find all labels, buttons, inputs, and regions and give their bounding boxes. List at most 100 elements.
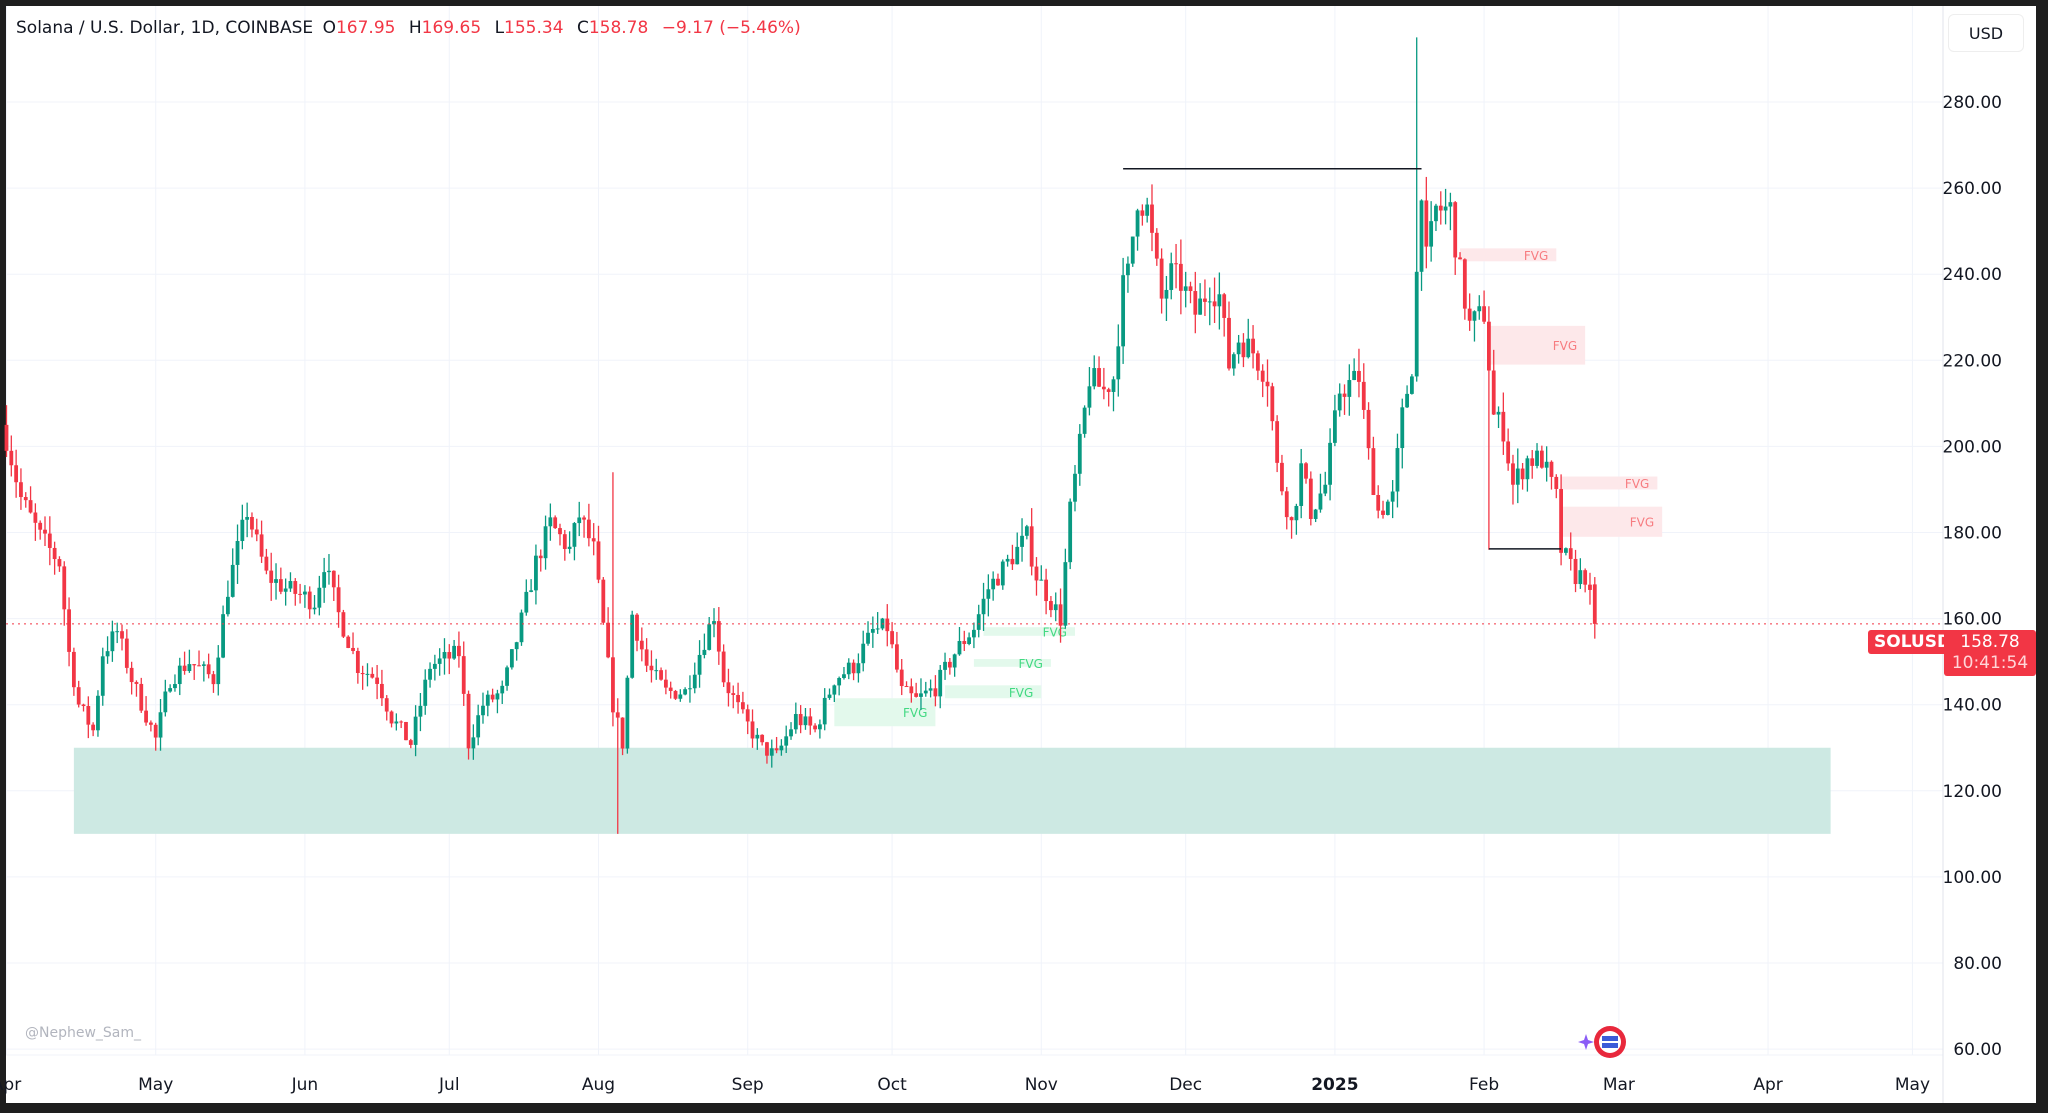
- candle-body: [1366, 409, 1371, 449]
- candle-body: [875, 628, 880, 630]
- open-label: O: [322, 18, 336, 38]
- candle-body: [466, 693, 471, 749]
- candle-body: [110, 631, 115, 652]
- candle-body: [548, 517, 553, 527]
- candle-body: [1126, 263, 1130, 276]
- candle-body: [1496, 411, 1501, 415]
- fvg-bearish-label: FVG: [1524, 249, 1548, 263]
- candle-body: [1020, 535, 1024, 547]
- candle-body: [91, 724, 96, 731]
- candle-body: [355, 650, 360, 674]
- candle-body: [1174, 263, 1178, 265]
- candle-body: [1385, 501, 1390, 515]
- candle-body: [649, 665, 654, 671]
- candle-body: [1111, 379, 1116, 392]
- candle-body: [269, 570, 274, 583]
- candle-body: [1530, 458, 1535, 466]
- candle-body: [360, 673, 365, 675]
- candle-body: [86, 706, 91, 725]
- candle-body: [1121, 275, 1126, 347]
- fvg-bullish-label: FVG: [1018, 657, 1042, 671]
- candle-body: [635, 614, 639, 641]
- candle-body: [1284, 491, 1289, 518]
- candle-body: [534, 555, 538, 591]
- candle-body: [668, 687, 673, 691]
- candles: [4, 37, 1597, 834]
- candle-body: [659, 670, 663, 680]
- candle-body: [562, 534, 567, 549]
- candle-body: [115, 631, 120, 633]
- candle-body: [1539, 450, 1544, 468]
- low-label: L: [494, 18, 505, 38]
- high-value: 169.65: [421, 18, 482, 38]
- candle-body: [923, 690, 928, 694]
- candle-body: [274, 579, 278, 583]
- candle-body: [1092, 368, 1097, 387]
- candle-body: [861, 643, 866, 664]
- candle-body: [158, 712, 163, 738]
- demand-zone: [73, 747, 1831, 834]
- candle-body: [1352, 370, 1357, 381]
- candle-body: [1337, 393, 1342, 411]
- candle-body: [625, 677, 630, 749]
- candle-body: [755, 734, 760, 739]
- candle-body: [1405, 393, 1409, 408]
- candle-body: [1294, 505, 1299, 521]
- candle-body: [1068, 501, 1073, 563]
- candle-body: [1010, 558, 1015, 565]
- candle-body: [1592, 584, 1597, 624]
- fvg-bullish-box: [973, 659, 1051, 667]
- time-tick-label: Oct: [877, 1075, 907, 1095]
- last-price: 158.78: [1960, 632, 2020, 652]
- candle-body: [1520, 468, 1525, 480]
- candle-body: [1275, 421, 1280, 463]
- candle-body: [760, 734, 765, 743]
- candle-body: [543, 526, 548, 559]
- candle-body: [509, 649, 514, 668]
- time-tick-label: Nov: [1025, 1075, 1058, 1095]
- candle-body: [1289, 517, 1294, 521]
- candle-body: [1073, 473, 1077, 502]
- candle-body: [250, 516, 254, 530]
- candle-body: [1222, 294, 1227, 318]
- author-watermark: @Nephew_Sam_: [25, 1025, 142, 1041]
- candle-body: [827, 694, 832, 698]
- price-tick-label: 200.00: [1943, 437, 2002, 457]
- candle-body: [259, 534, 264, 557]
- candle-body: [1482, 306, 1486, 322]
- candle-body: [81, 704, 86, 707]
- candle-body: [1525, 458, 1530, 480]
- currency-button[interactable]: USD: [1948, 14, 2024, 52]
- candle-body: [769, 748, 774, 756]
- candle-body: [1313, 509, 1318, 519]
- candle-body: [1207, 301, 1212, 303]
- candle-body: [1101, 386, 1106, 390]
- fvg-bearish-box: [1561, 476, 1658, 490]
- candle-body: [885, 618, 890, 632]
- candle-body: [33, 512, 38, 523]
- levels: [6, 167, 1943, 625]
- candle-body: [1453, 202, 1458, 258]
- candle-body: [851, 662, 856, 674]
- candle-body: [899, 669, 904, 687]
- candle-body: [736, 694, 740, 703]
- symbol-legend[interactable]: Solana / U.S. Dollar, 1D, COINBASE O167.…: [16, 18, 805, 38]
- candle-body: [1000, 561, 1005, 586]
- candle-body: [442, 652, 447, 659]
- candle-body: [702, 649, 707, 655]
- candle-body: [211, 674, 216, 685]
- candle-body: [1203, 298, 1207, 302]
- candle-body: [139, 683, 144, 711]
- open-value: 167.95: [335, 18, 396, 38]
- candle-body: [904, 686, 909, 688]
- candle-body: [1154, 232, 1159, 259]
- candle-body: [1342, 393, 1347, 397]
- candle-body: [235, 541, 240, 565]
- candle-body: [331, 570, 336, 588]
- time-tick-label: May: [138, 1075, 173, 1095]
- candle-body: [1564, 548, 1568, 553]
- overlays: FVG FVG FVG FVG FVG FVG FVG FVG: [73, 248, 1831, 834]
- candle-body: [639, 640, 644, 650]
- candle-body: [96, 695, 100, 731]
